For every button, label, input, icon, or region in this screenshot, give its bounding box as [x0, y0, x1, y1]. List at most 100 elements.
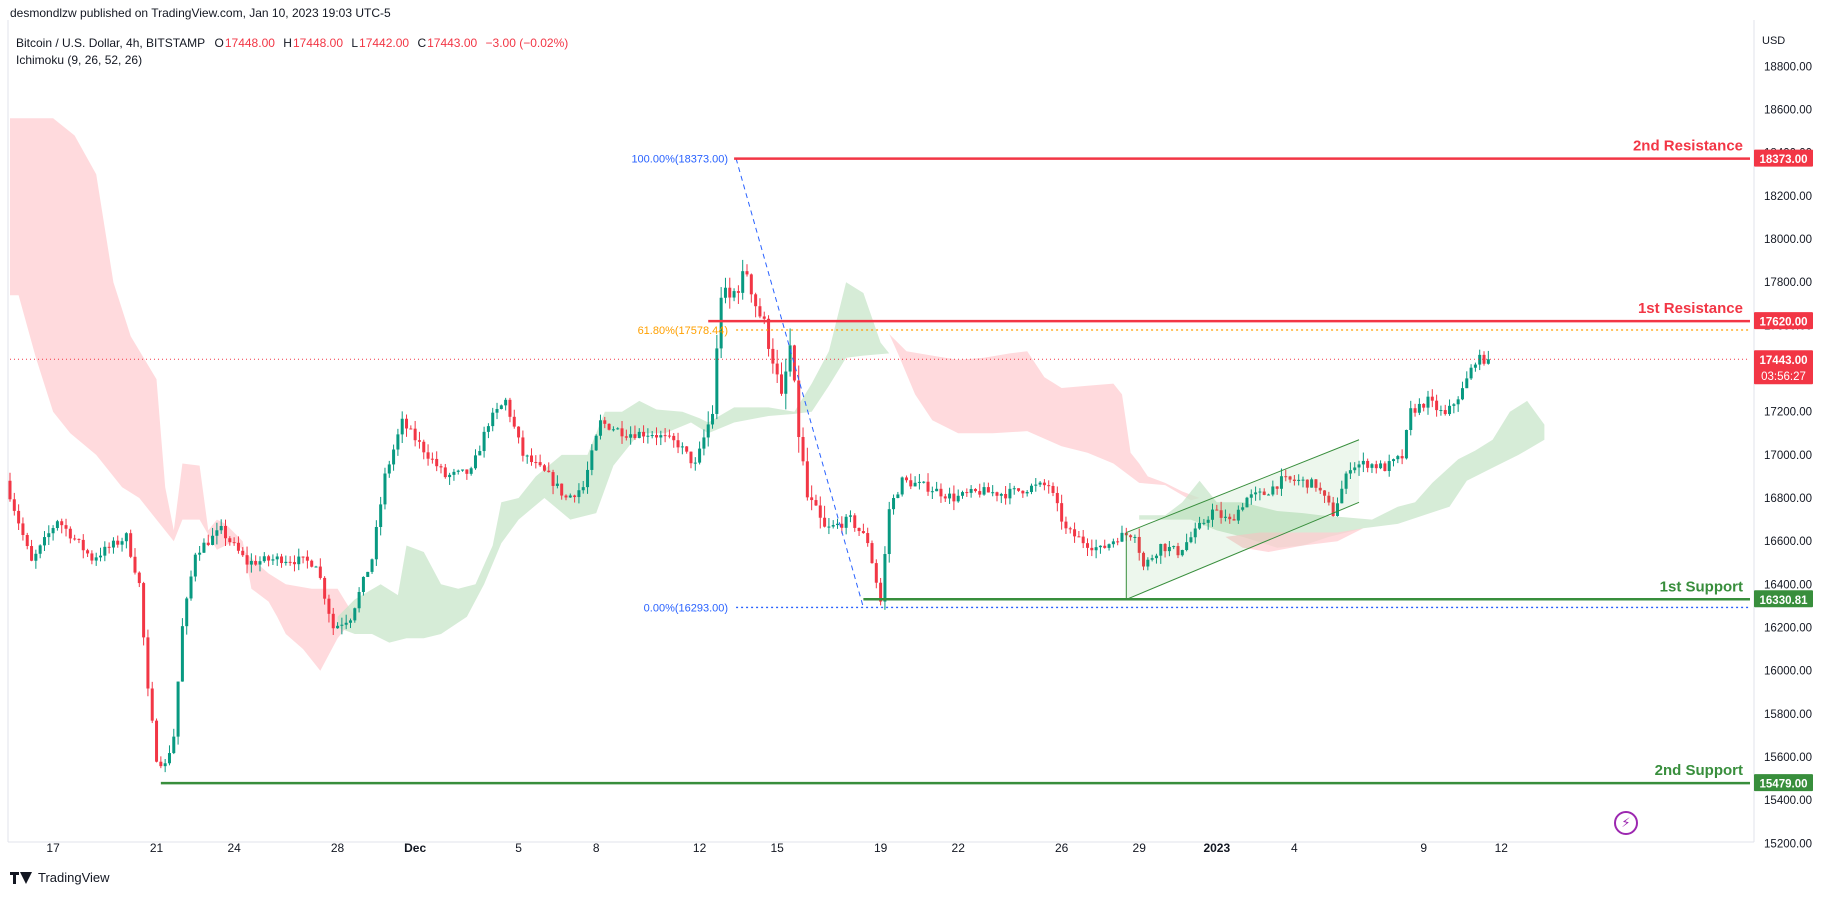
candle-339 [1469, 364, 1473, 380]
candle-body [767, 318, 771, 349]
footer-brand[interactable]: TradingView [10, 870, 110, 885]
candle-256 [1111, 538, 1115, 548]
candle-body [1012, 488, 1016, 490]
candle-body [219, 525, 223, 531]
candle-body [34, 553, 38, 561]
lightning-icon[interactable]: ⚡ [1614, 811, 1638, 835]
legend-symbol: Bitcoin / U.S. Dollar, 4h, BITSTAMP [16, 36, 206, 50]
candle-13 [64, 518, 68, 537]
candle-25 [116, 535, 120, 548]
candle-61 [271, 554, 275, 566]
candle-body [482, 431, 486, 452]
candle-91 [400, 411, 404, 444]
candle-315 [1366, 458, 1370, 473]
candle-body [1004, 493, 1008, 499]
candle-body [1379, 463, 1383, 469]
candle-248 [1077, 531, 1081, 538]
candle-119 [521, 430, 525, 462]
candle-231 [1004, 485, 1008, 505]
candle-333 [1443, 404, 1447, 416]
candle-body [1258, 491, 1262, 493]
candle-body [189, 576, 193, 599]
candle-318 [1379, 460, 1383, 470]
candle-82 [361, 576, 365, 596]
candle-body [538, 462, 542, 466]
candle-body [723, 287, 727, 298]
candle-body [310, 560, 314, 567]
candle-213 [926, 473, 930, 496]
candle-body [323, 577, 327, 599]
candle-body [659, 435, 663, 438]
candle-102 [448, 472, 452, 485]
candle-body [1064, 521, 1068, 529]
resistance-2-label: 2nd Resistance [1633, 138, 1743, 155]
candle-body [1396, 456, 1400, 460]
candle-body [361, 576, 365, 592]
candle-body [810, 497, 814, 501]
candle-body [650, 435, 654, 437]
candle-body [948, 493, 952, 499]
support-1-label: 1st Support [1660, 578, 1743, 595]
candle-163 [711, 405, 715, 429]
candle-body [1241, 507, 1245, 510]
candle-body [1172, 546, 1176, 548]
candle-60 [267, 554, 271, 567]
candle-17 [81, 534, 85, 559]
legend-indicator[interactable]: Ichimoku (9, 26, 52, 26) [16, 53, 143, 67]
cloud-bull-1 [337, 400, 709, 643]
candle-body [292, 562, 296, 565]
candle-298 [1292, 475, 1296, 486]
candle-132 [577, 483, 581, 504]
candle-body [1219, 510, 1223, 518]
candle-126 [551, 469, 555, 495]
candle-109 [478, 445, 482, 456]
candle-body [1439, 410, 1443, 412]
candle-body [926, 481, 930, 492]
candle-body [999, 493, 1003, 496]
candle-body [413, 428, 417, 441]
candle-161 [702, 429, 706, 456]
candle-51 [228, 536, 232, 546]
candle-body [1430, 396, 1434, 401]
candle-159 [693, 457, 697, 471]
candle-35 [159, 756, 163, 769]
candle-body [775, 363, 779, 375]
candle-body [215, 530, 219, 536]
candle-177 [771, 338, 775, 374]
candle-280 [1215, 504, 1219, 511]
candle-99 [435, 451, 439, 472]
candle-body [672, 435, 676, 441]
candle-body [254, 560, 258, 565]
legend-ohlc-row: Bitcoin / U.S. Dollar, 4h, BITSTAMP O174… [16, 35, 568, 52]
resistance-1-tag-text: 17620.00 [1760, 317, 1808, 329]
legend-high-label: H [283, 36, 292, 50]
candle-214 [930, 486, 934, 500]
candle-body [749, 274, 753, 295]
x-tick-label: 9 [1420, 841, 1427, 855]
candle-80 [353, 607, 357, 623]
candle-body [883, 554, 887, 602]
candle-86 [379, 496, 383, 536]
candle-body [258, 561, 262, 565]
candle-319 [1383, 461, 1387, 472]
candle-121 [530, 448, 534, 466]
candle-68 [301, 556, 305, 564]
candle-body [935, 488, 939, 492]
candle-37 [167, 745, 171, 766]
current-price-tag [1754, 350, 1813, 385]
candle-46 [206, 534, 210, 547]
candle-288 [1249, 489, 1253, 505]
candle-306 [1327, 491, 1331, 506]
candle-body [594, 435, 598, 451]
candle-219 [952, 485, 956, 511]
legend-high-value: 17448.00 [292, 36, 343, 50]
candle-body [202, 542, 206, 553]
candle-245 [1064, 516, 1068, 534]
candle-body [17, 510, 21, 524]
candle-88 [387, 460, 391, 478]
candle-55 [245, 546, 249, 574]
candle-body [1275, 486, 1279, 489]
candle-body [1288, 476, 1292, 480]
candle-body [1051, 485, 1055, 493]
